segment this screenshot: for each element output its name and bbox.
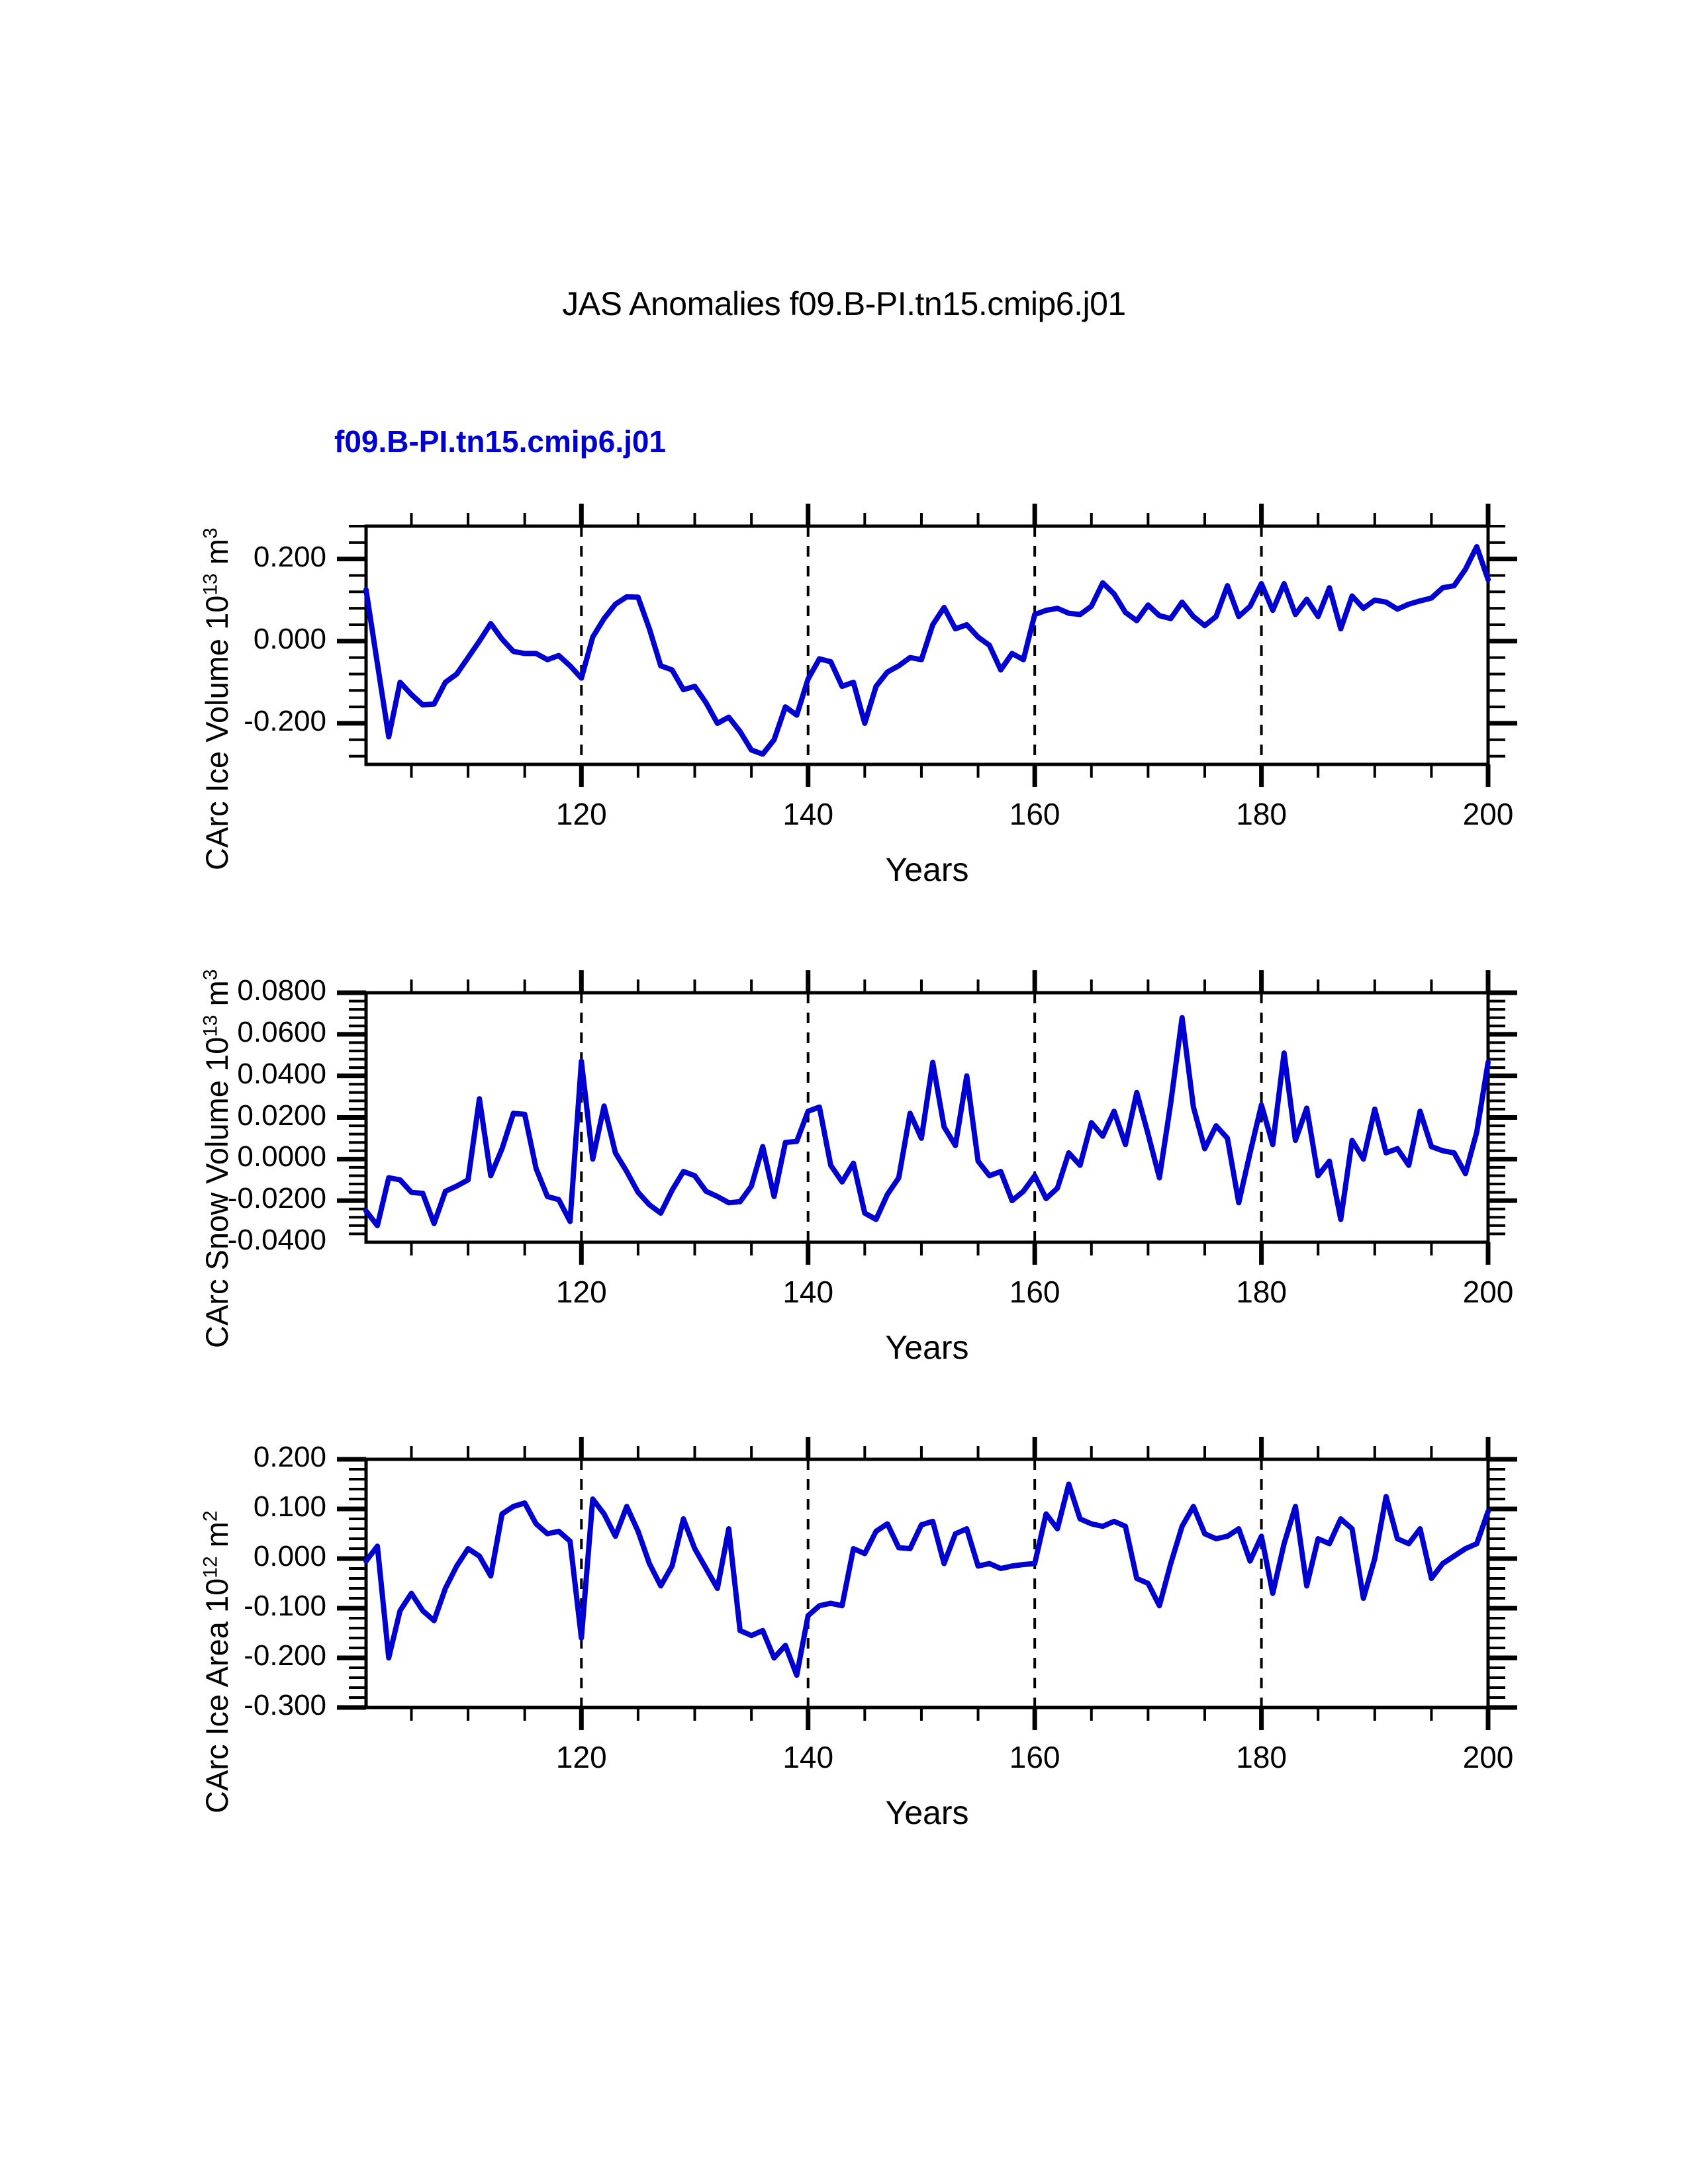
- figure-title: JAS Anomalies f09.B-PI.tn15.cmip6.j01: [562, 285, 1126, 322]
- xtick-label: 180: [1236, 1275, 1287, 1309]
- ytick-label: 0.000: [253, 622, 326, 655]
- xtick-label: 160: [1009, 1740, 1060, 1774]
- xtick-label: 120: [555, 797, 607, 831]
- xtick-label: 200: [1462, 1740, 1514, 1774]
- xtick-label: 140: [782, 1740, 834, 1774]
- ytick-label: -0.0200: [227, 1182, 326, 1215]
- ytick-label: 0.0200: [237, 1099, 326, 1132]
- data-series-line: [363, 544, 1491, 757]
- xtick-label: 200: [1462, 797, 1514, 831]
- ytick-label: 0.000: [253, 1540, 326, 1572]
- data-series-line: [363, 1481, 1491, 1678]
- ytick-label: -0.0400: [227, 1224, 326, 1256]
- xtick-label: 160: [1009, 1275, 1060, 1309]
- ytick-label: 0.0600: [237, 1015, 326, 1048]
- xtick-label: 120: [555, 1275, 607, 1309]
- ytick-label: 0.100: [253, 1490, 326, 1523]
- xaxis-title: Years: [885, 1329, 969, 1366]
- data-series-line: [363, 1015, 1491, 1228]
- ytick-label: 0.200: [253, 1441, 326, 1473]
- ytick-label: 0.200: [253, 540, 326, 573]
- ytick-label: -0.200: [244, 704, 326, 737]
- ytick-label: -0.100: [244, 1590, 326, 1622]
- xaxis-title: Years: [885, 851, 969, 888]
- legend-label: f09.B-PI.tn15.cmip6.j01: [334, 424, 667, 459]
- xtick-label: 120: [555, 1740, 607, 1774]
- yaxis-title: CArc Ice Area 1012 m2: [199, 1510, 234, 1813]
- ytick-label: 0.0000: [237, 1140, 326, 1173]
- xtick-label: 140: [782, 797, 834, 831]
- xtick-label: 160: [1009, 797, 1060, 831]
- xaxis-title: Years: [885, 1794, 969, 1831]
- xtick-label: 140: [782, 1275, 834, 1309]
- ytick-label: 0.0400: [237, 1057, 326, 1090]
- ytick-label: 0.0800: [237, 974, 326, 1007]
- xtick-label: 180: [1236, 1740, 1287, 1774]
- xtick-label: 180: [1236, 797, 1287, 831]
- xtick-label: 200: [1462, 1275, 1514, 1309]
- ytick-label: -0.200: [244, 1639, 326, 1672]
- ytick-label: -0.300: [244, 1689, 326, 1721]
